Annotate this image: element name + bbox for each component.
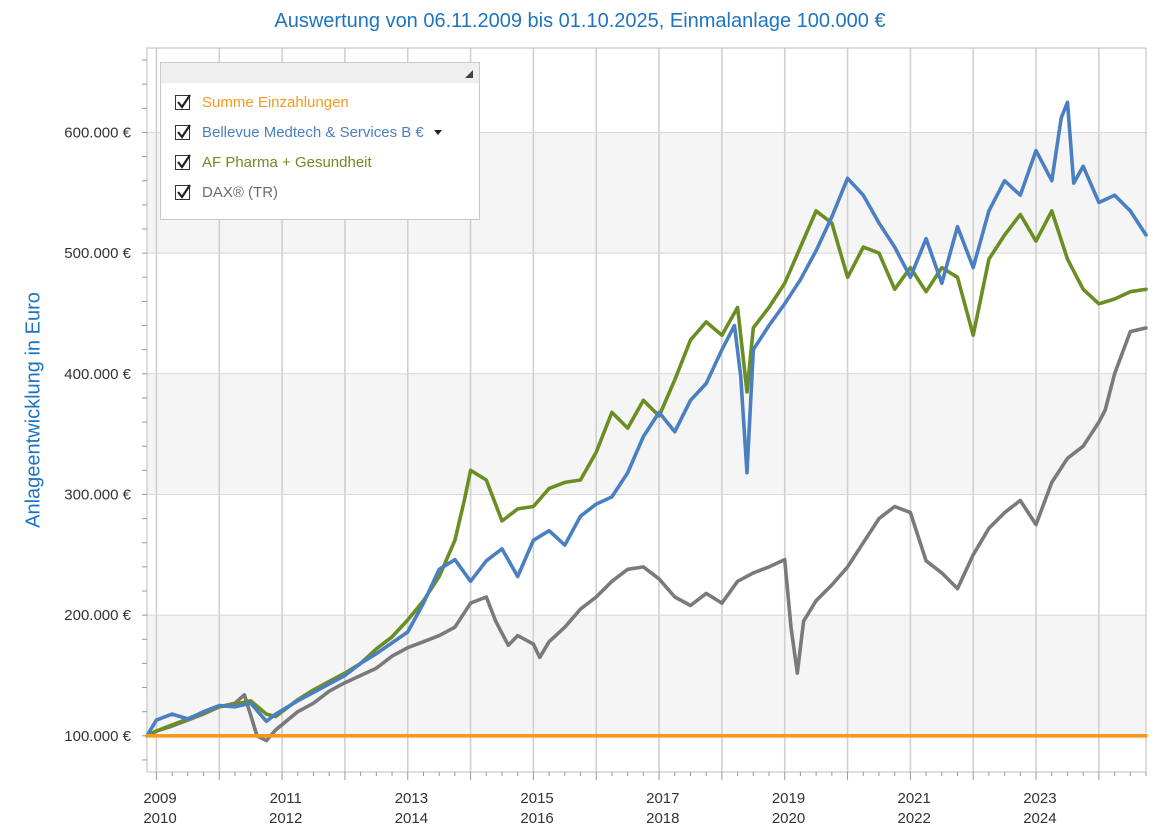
x-tick-label: 2022: [898, 810, 931, 827]
x-tick-label: 2015: [520, 790, 553, 807]
legend-label: DAX® (TR): [202, 183, 279, 201]
x-tick-label: 2021: [898, 790, 931, 807]
x-tick-label: 2012: [269, 810, 302, 827]
x-tick-label: 2017: [646, 790, 679, 807]
series-line-dax-tr: [145, 326, 1148, 743]
x-tick-label: 2016: [520, 810, 553, 827]
checkbox-checked-icon[interactable]: [175, 183, 191, 200]
resize-grip-icon[interactable]: [465, 70, 473, 78]
checkbox-checked-icon[interactable]: [175, 153, 191, 170]
plot-border: [146, 47, 1147, 773]
vertical-gridlines: [155, 48, 1100, 772]
checkbox-checked-icon[interactable]: [175, 93, 191, 110]
plot-band: [147, 615, 1146, 736]
x-tick-label: 2023: [1023, 790, 1056, 807]
legend-item-af-pharma[interactable]: AF Pharma + Gesundheit: [175, 150, 372, 174]
y-tick-label: 500.000 €: [64, 245, 131, 262]
x-tick-labels: 2009 2010 2011 2012 2013 2014 2015 2016 2017 2018…: [143, 790, 1056, 827]
y-tick-label: 400.000 €: [64, 366, 131, 383]
x-tick-label: 2018: [646, 810, 679, 827]
series-lines: [145, 100, 1148, 743]
series-line-af-pharma-gesundheit: [145, 209, 1148, 738]
chevron-down-icon[interactable]: [433, 129, 442, 135]
y-tick-label: 200.000 €: [64, 607, 131, 624]
y-tick-label: 300.000 €: [64, 486, 131, 503]
x-tick-label: 2024: [1023, 810, 1056, 827]
checkbox-checked-icon[interactable]: [175, 123, 191, 140]
x-tick-label: 2013: [395, 790, 428, 807]
y-tick-labels: 100.000 € 200.000 € 300.000 € 400.000 € 500.…: [64, 124, 131, 744]
plot-bands: [147, 48, 1146, 772]
x-tick-label: 2010: [143, 810, 176, 827]
legend-header[interactable]: [161, 63, 479, 83]
y-tick-label: 100.000 €: [64, 728, 131, 745]
legend-label: Summe Einzahlungen: [202, 93, 349, 111]
x-tick-label: 2009: [143, 790, 176, 807]
x-tick-label: 2011: [270, 790, 302, 807]
legend-item-summe-einzahlungen[interactable]: Summe Einzahlungen: [175, 90, 349, 114]
legend-item-bellevue-medtech[interactable]: Bellevue Medtech & Services B €: [175, 120, 442, 144]
x-tick-label: 2014: [395, 810, 428, 827]
legend-item-dax-tr[interactable]: DAX® (TR): [175, 180, 278, 204]
x-tick-label: 2020: [772, 810, 805, 827]
x-tick-label: 2019: [772, 790, 805, 807]
axes: [142, 47, 1147, 780]
legend[interactable]: Summe Einzahlungen Bellevue Medtech & Se…: [160, 62, 480, 220]
y-tick-label: 600.000 €: [64, 124, 131, 141]
y-axis-label: Anlageentwicklung in Euro: [22, 292, 45, 528]
chart-title: Auswertung von 06.11.2009 bis 01.10.2025…: [274, 10, 886, 32]
legend-label: AF Pharma + Gesundheit: [202, 153, 372, 171]
legend-label: Bellevue Medtech & Services B €: [202, 123, 424, 141]
series-line-bellevue-medtech-services-b: [145, 100, 1148, 738]
